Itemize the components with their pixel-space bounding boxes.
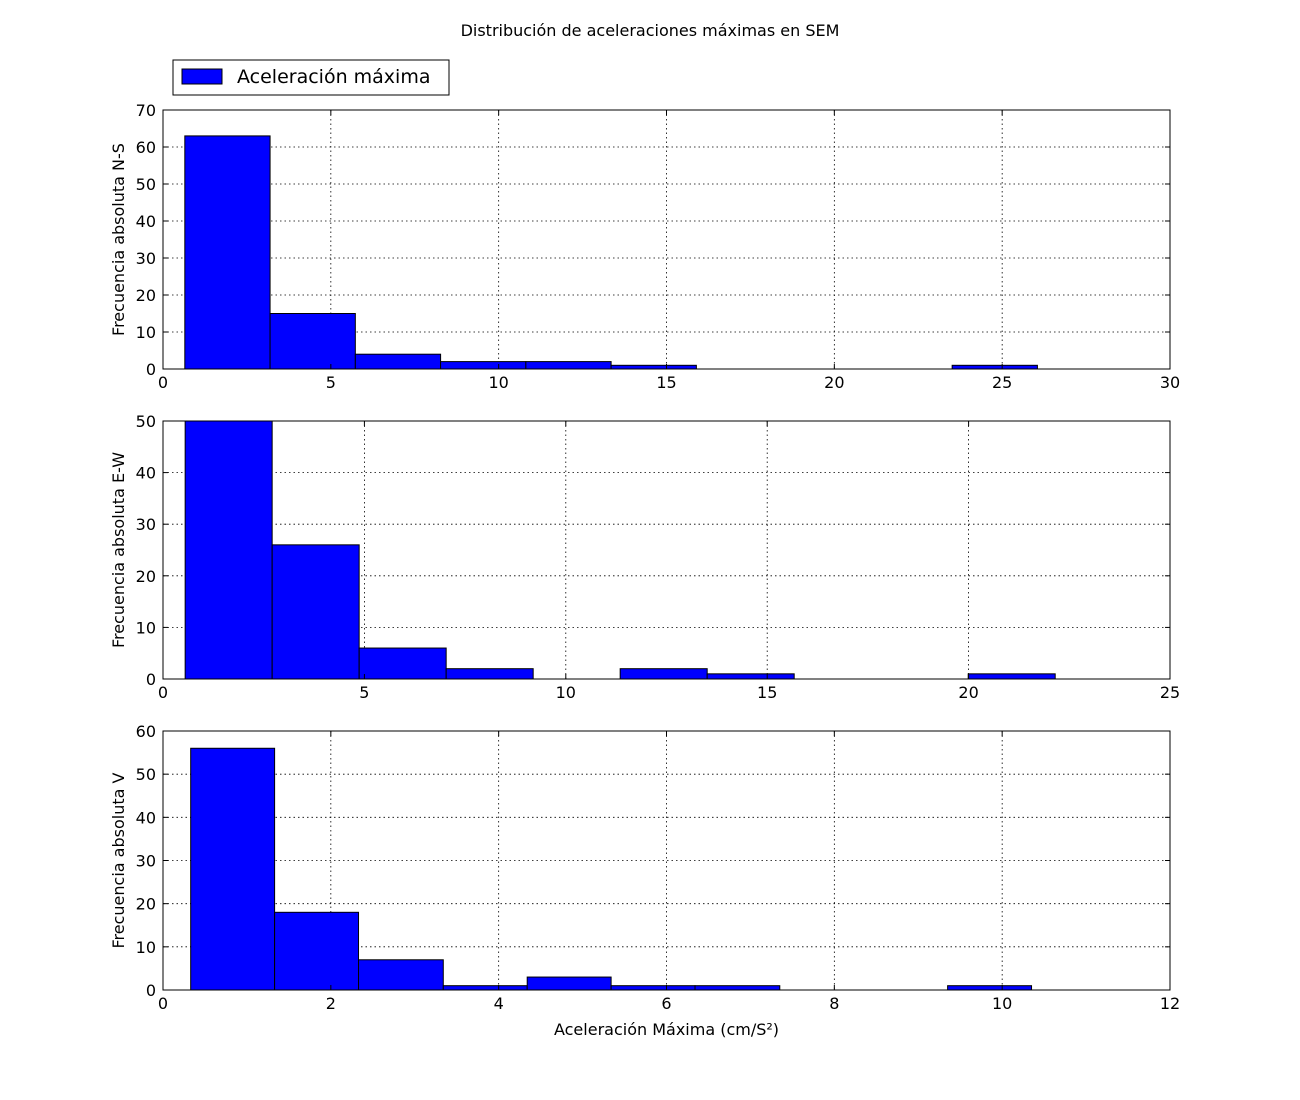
histogram-bar: [445, 668, 534, 679]
y-tick-label: 0: [146, 981, 156, 1000]
histogram-bar: [706, 673, 795, 679]
y-tick-label: 30: [136, 852, 156, 871]
subplot-1: 0 5 10 15 20 25 30 0 10 20 30 40 50 60 70 Frecuencia ab…: [109, 101, 1180, 392]
x-tick-label: 15: [757, 683, 777, 702]
x-tick-label: 0: [158, 994, 168, 1013]
x-tick-label: 6: [661, 994, 671, 1013]
histogram-bar: [694, 985, 781, 990]
legend: Aceleración máxima: [172, 59, 450, 96]
y-tick-label: 70: [136, 101, 156, 120]
x-tick-label: 0: [158, 683, 168, 702]
y-tick-label: 50: [136, 412, 156, 431]
x-tick-label: 25: [992, 373, 1012, 392]
bars: [190, 747, 1033, 990]
y-tick-label: 0: [146, 670, 156, 689]
histogram-bar: [610, 364, 697, 369]
y-tick-label: 50: [136, 765, 156, 784]
x-tick-label: 10: [488, 373, 508, 392]
y-tick-label: 40: [136, 212, 156, 231]
y-tick-label: 30: [136, 249, 156, 268]
y-axis-label: Frecuencia absoluta V: [109, 772, 128, 948]
histogram-bar: [947, 985, 1033, 990]
x-tick-label: 10: [992, 994, 1012, 1013]
histogram-bar: [190, 747, 276, 990]
y-tick-label: 40: [136, 808, 156, 827]
x-tick-label: 15: [656, 373, 676, 392]
histogram-bar: [271, 544, 360, 679]
y-axis-label: Frecuencia absoluta N-S: [109, 143, 128, 336]
x-tick-label: 10: [556, 683, 576, 702]
axes-frame: [162, 420, 1171, 680]
histogram-bar: [951, 364, 1038, 369]
histogram-bar: [184, 421, 273, 679]
x-axis-label: Aceleración Máxima (cm/S²): [554, 1020, 779, 1039]
legend-swatch: [181, 68, 223, 85]
x-tick-label: 4: [494, 994, 504, 1013]
histogram-bar: [358, 647, 447, 679]
y-tick-label: 10: [136, 323, 156, 342]
y-tick-label: 20: [136, 895, 156, 914]
figure-title: Distribución de aceleraciones máximas en…: [461, 21, 840, 40]
histogram-bar: [442, 985, 528, 990]
histogram-bar: [184, 135, 271, 369]
histogram-bar: [967, 673, 1056, 679]
y-tick-label: 50: [136, 175, 156, 194]
x-tick-label: 0: [158, 373, 168, 392]
histogram-bar: [610, 985, 696, 990]
x-tick-label: 8: [829, 994, 839, 1013]
legend-label: Aceleración máxima: [237, 66, 430, 88]
histogram-bar: [440, 361, 527, 369]
subplot-3: 0 2 4 6 8 10 12 0 10 20 30 40 50 60 Frecuencia absolut…: [109, 722, 1180, 1039]
x-tick-label: 12: [1160, 994, 1180, 1013]
y-tick-label: 20: [136, 286, 156, 305]
histogram-bar: [525, 361, 612, 369]
x-tick-label: 2: [326, 994, 336, 1013]
y-tick-label: 10: [136, 938, 156, 957]
histogram-bar: [274, 911, 360, 990]
y-tick-label: 20: [136, 567, 156, 586]
x-tick-label: 20: [958, 683, 978, 702]
x-tick-label: 30: [1160, 373, 1180, 392]
bars: [184, 421, 1056, 679]
y-tick-label: 60: [136, 138, 156, 157]
histogram-bar: [358, 959, 444, 990]
x-tick-label: 5: [359, 683, 369, 702]
x-tick-label: 25: [1160, 683, 1180, 702]
histogram-bar: [354, 353, 442, 369]
subplot-2: 0 5 10 15 20 25 0 10 20 30 40 50 Frecuencia absoluta…: [109, 412, 1180, 702]
y-tick-label: 10: [136, 618, 156, 637]
histogram-bar: [619, 668, 708, 679]
y-tick-label: 0: [146, 360, 156, 379]
histogram-bar: [269, 313, 356, 369]
x-tick-label: 20: [824, 373, 844, 392]
y-axis-label: Frecuencia absoluta E-W: [109, 452, 128, 648]
histogram-bar: [526, 976, 612, 990]
x-tick-label: 5: [326, 373, 336, 392]
bars: [184, 135, 1038, 369]
y-tick-label: 40: [136, 464, 156, 483]
y-tick-label: 30: [136, 515, 156, 534]
y-tick-label: 60: [136, 722, 156, 741]
